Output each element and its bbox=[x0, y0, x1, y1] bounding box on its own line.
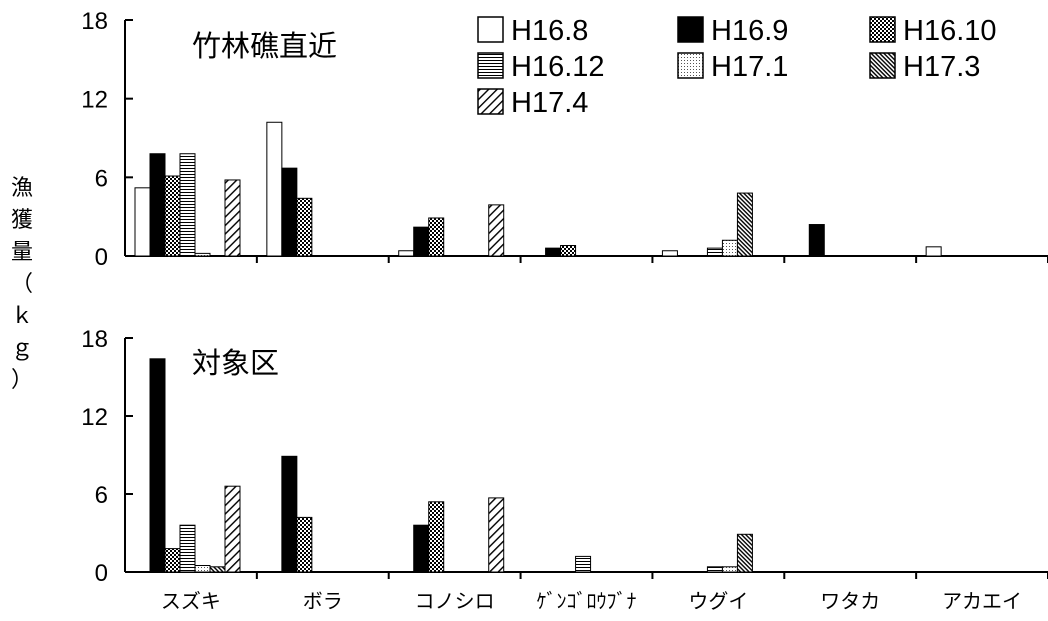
legend-label: H16.8 bbox=[511, 15, 588, 47]
category-label: スズキ bbox=[161, 589, 221, 613]
bottom-bar-H17.4 bbox=[488, 497, 505, 573]
legend-swatch bbox=[477, 88, 504, 115]
bottom-bar-H16.12 bbox=[179, 524, 196, 573]
category-label: アカエイ bbox=[942, 589, 1022, 613]
bottom-bar-H16.9 bbox=[413, 524, 430, 573]
bottom-ytick-label: 18 bbox=[81, 326, 108, 353]
top-ytick-label: 18 bbox=[81, 8, 108, 35]
legend-swatch bbox=[869, 16, 896, 43]
top-bar-H16.10 bbox=[296, 197, 313, 257]
bottom-bar-H16.9 bbox=[149, 358, 166, 573]
bottom-bar-H17.3 bbox=[209, 566, 226, 573]
legend-swatch bbox=[869, 52, 896, 79]
bottom-bar-H17.1 bbox=[194, 565, 211, 573]
top-ytick-label: 0 bbox=[95, 244, 108, 271]
bottom-bar-H16.10 bbox=[164, 548, 181, 573]
bottom-bar-H16.10 bbox=[428, 501, 445, 573]
top-bar-H17.4 bbox=[488, 204, 505, 257]
category-label: ｹﾞﾝｺﾞﾛｳﾌﾞﾅ bbox=[537, 589, 637, 613]
top-bar-H16.9 bbox=[149, 153, 166, 257]
top-bar-H17.3 bbox=[736, 192, 753, 257]
bottom-bar-H16.12 bbox=[575, 555, 592, 573]
legend-swatch bbox=[677, 16, 704, 43]
top-bar-H16.9 bbox=[545, 247, 562, 257]
bottom-bar-H16.9 bbox=[281, 455, 298, 573]
legend-label: H17.1 bbox=[711, 51, 788, 83]
legend-label: H16.9 bbox=[711, 15, 788, 47]
legend-label: H16.10 bbox=[903, 15, 997, 47]
category-label: コノシロ bbox=[415, 589, 495, 613]
bottom-bar-H17.3 bbox=[736, 533, 753, 573]
category-label: ウグイ bbox=[688, 589, 748, 613]
category-label: ボラ bbox=[303, 589, 343, 613]
panel-bottom: 対象区 0 6 12 18 bbox=[81, 326, 1048, 587]
top-bar-H16.8 bbox=[266, 121, 283, 257]
top-bar-H16.9 bbox=[413, 226, 430, 257]
bottom-bar-H16.12 bbox=[706, 566, 723, 573]
top-bar-H16.8 bbox=[134, 187, 151, 257]
legend-swatch bbox=[677, 52, 704, 79]
top-bar-H16.10 bbox=[428, 217, 445, 257]
top-bar-H16.8 bbox=[925, 246, 942, 257]
legend-swatch bbox=[477, 52, 504, 79]
top-bar-H16.9 bbox=[281, 167, 298, 257]
legend-label: H17.4 bbox=[511, 87, 588, 119]
panel-top-title: 竹林礁直近 bbox=[192, 29, 337, 63]
top-bar-H17.1 bbox=[721, 239, 738, 257]
y-axis-label: 漁獲量（ｋｇ） bbox=[11, 176, 33, 393]
top-bar-H16.8 bbox=[398, 250, 415, 257]
top-bar-H16.10 bbox=[164, 175, 181, 257]
bottom-ytick-label: 12 bbox=[81, 404, 108, 431]
top-bar-H16.8 bbox=[661, 250, 678, 257]
bottom-ytick-label: 6 bbox=[95, 482, 108, 509]
top-ytick-label: 6 bbox=[95, 165, 108, 192]
top-bar-H17.4 bbox=[224, 179, 241, 257]
top-bar-H16.9 bbox=[808, 224, 825, 257]
bottom-bar-H17.1 bbox=[721, 566, 738, 573]
top-bar-H17.1 bbox=[194, 252, 211, 257]
legend-label: H16.12 bbox=[511, 51, 605, 83]
top-ytick-label: 12 bbox=[81, 87, 108, 114]
bottom-bar-H17.4 bbox=[224, 485, 241, 573]
bottom-bar-H16.10 bbox=[296, 516, 313, 573]
legend: H16.8 H16.9 H16.10 H16.12 H17.1 H17.3 H17.4 bbox=[477, 15, 997, 119]
category-label: ワタカ bbox=[820, 589, 880, 613]
top-bar-H16.12 bbox=[706, 247, 723, 257]
top-bar-H16.10 bbox=[560, 245, 577, 257]
panel-top: 竹林礁直近 0 6 12 18 bbox=[81, 8, 1048, 271]
legend-label: H17.3 bbox=[903, 51, 980, 83]
bottom-ytick-label: 0 bbox=[95, 560, 108, 587]
legend-swatch bbox=[477, 16, 504, 43]
panel-bottom-title: 対象区 bbox=[192, 346, 279, 380]
top-bar-H16.12 bbox=[179, 153, 196, 257]
